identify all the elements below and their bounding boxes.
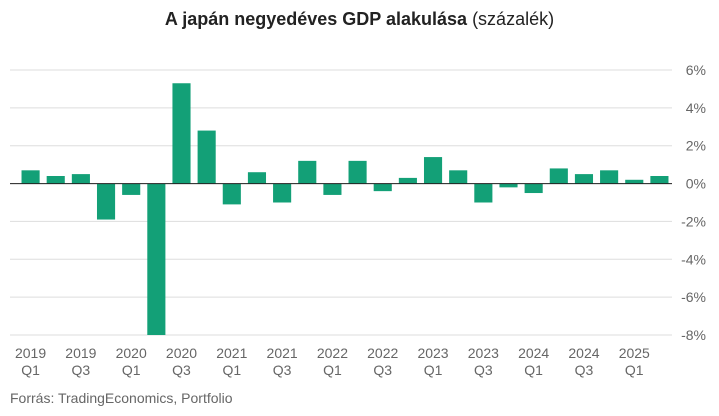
x-tick-label-year: 2021 [216,345,247,361]
bar [122,183,141,195]
bar [524,183,543,194]
y-tick-label: 4% [686,100,706,116]
source-note: Forrás: TradingEconomics, Portfolio [10,390,233,406]
x-tick-label-year: 2022 [367,345,398,361]
bar [71,174,90,184]
y-tick-label: -6% [681,289,706,305]
x-tick-label-year: 2023 [468,345,499,361]
bar [298,160,317,184]
x-tick-label-quarter: Q1 [21,362,40,378]
x-tick-label-quarter: Q1 [424,362,443,378]
x-tick-label-quarter: Q1 [122,362,141,378]
x-tick-label-year: 2024 [518,345,549,361]
x-tick-label-quarter: Q3 [474,362,493,378]
x-tick-label-year: 2019 [15,345,46,361]
x-tick-label-quarter: Q1 [323,362,342,378]
x-tick-label-quarter: Q3 [172,362,191,378]
bar [499,183,518,188]
x-tick-label-quarter: Q1 [222,362,241,378]
x-tick-label-year: 2025 [619,345,650,361]
bar [398,177,417,184]
y-tick-label: -2% [681,213,706,229]
chart-title: A japán negyedéves GDP alakulása (százal… [0,9,719,30]
bar [46,176,65,184]
bar [449,170,468,184]
bar [625,179,644,184]
bar [549,168,568,184]
y-tick-label: 0% [686,176,706,192]
x-tick-label-quarter: Q3 [273,362,292,378]
y-tick-label: -4% [681,251,706,267]
chart-title-unit: (százalék) [472,9,555,29]
bar [574,174,594,184]
bar [222,183,241,205]
bar [197,130,216,184]
bar [323,183,342,195]
x-tick-label-quarter: Q3 [72,362,91,378]
x-tick-label-quarter: Q1 [625,362,644,378]
x-tick-label-year: 2019 [65,345,96,361]
bar [474,183,493,203]
chart-title-main: A japán negyedéves GDP alakulása [164,9,468,29]
bar [373,183,392,192]
bar [273,183,292,203]
x-tick-label-quarter: Q3 [373,362,392,378]
bar [147,183,166,335]
bar [21,170,40,184]
bar [348,160,367,184]
bar [423,157,443,184]
x-tick-label-quarter: Q3 [575,362,594,378]
x-tick-label-year: 2022 [317,345,348,361]
x-tick-label-year: 2020 [116,345,147,361]
y-tick-label: 2% [686,138,706,154]
x-tick-label-year: 2020 [166,345,197,361]
bar [172,83,191,184]
x-tick-label-year: 2023 [417,345,448,361]
bar [96,183,116,220]
x-tick-label-year: 2024 [568,345,599,361]
x-tick-label-year: 2021 [267,345,298,361]
bar [247,172,267,184]
bar [650,176,669,184]
y-tick-label: 6% [686,62,706,78]
bar [600,170,619,184]
x-tick-label-quarter: Q1 [524,362,543,378]
y-tick-label: -8% [681,327,706,343]
